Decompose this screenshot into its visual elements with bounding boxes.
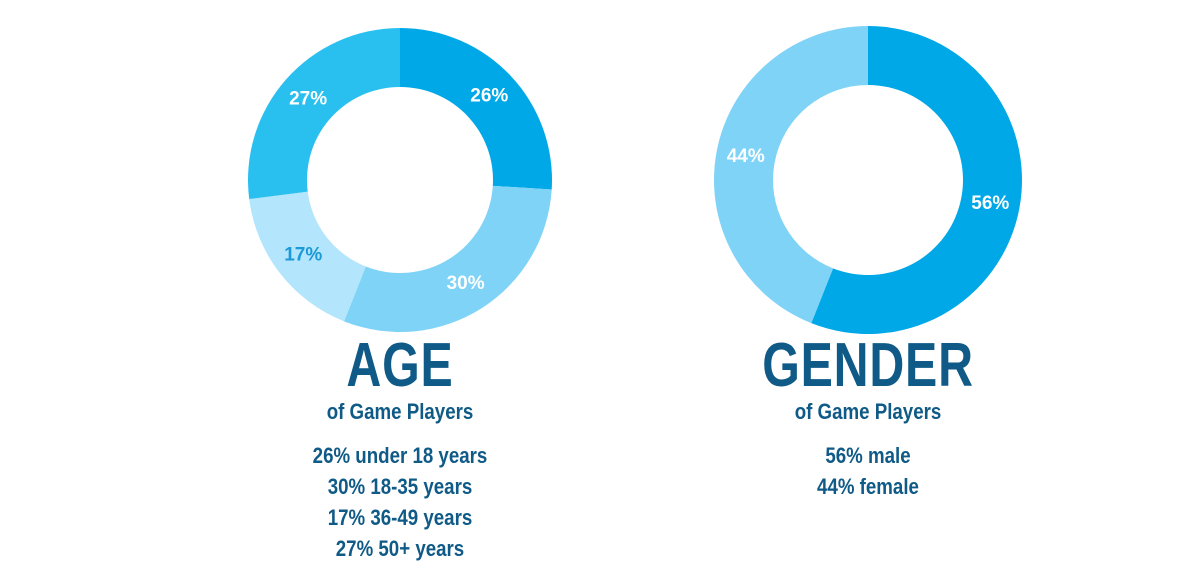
age-slice-label-2: 30% <box>447 273 485 294</box>
gender-legend-line: 44% female <box>817 474 919 499</box>
age-slice-2 <box>344 185 552 332</box>
age-donut-chart: 26% 30% 17% 27% <box>248 28 552 332</box>
age-legend-line: 17% 36-49 years <box>327 505 473 530</box>
age-slice-label-1: 26% <box>470 86 508 107</box>
age-legend-line: 26% under 18 years <box>312 443 488 468</box>
age-slice-4 <box>248 28 400 200</box>
gender-legend: 56% male 44% female <box>690 440 1047 502</box>
gender-slice-label-2: 44% <box>727 146 765 167</box>
age-slice-1 <box>400 28 552 190</box>
age-slice-3 <box>249 191 366 322</box>
age-slice-label-3: 17% <box>284 245 322 266</box>
gender-slice-1 <box>811 26 1023 334</box>
age-chart-subtitle: of Game Players <box>326 399 474 424</box>
gender-slice-label-1: 56% <box>971 193 1009 214</box>
age-slice-label-4: 27% <box>289 88 327 109</box>
age-legend-line: 30% 18-35 years <box>327 474 473 499</box>
gender-chart-block: 56% 44% GENDER of Game Players 56% male 4… <box>658 0 1078 576</box>
gender-donut-chart: 56% 44% <box>714 26 1023 334</box>
age-chart-block: 26% 30% 17% 27% AGE of Game Players 26% und… <box>190 0 610 576</box>
gender-chart-subtitle: of Game Players <box>794 399 942 424</box>
age-legend: 26% under 18 years 30% 18-35 years 17% 3… <box>222 440 579 564</box>
gender-chart-title: GENDER <box>762 331 974 400</box>
gender-slice-2 <box>714 26 868 324</box>
age-legend-line: 27% 50+ years <box>335 536 465 561</box>
age-chart-title: AGE <box>346 331 454 400</box>
gender-legend-line: 56% male <box>825 443 911 468</box>
